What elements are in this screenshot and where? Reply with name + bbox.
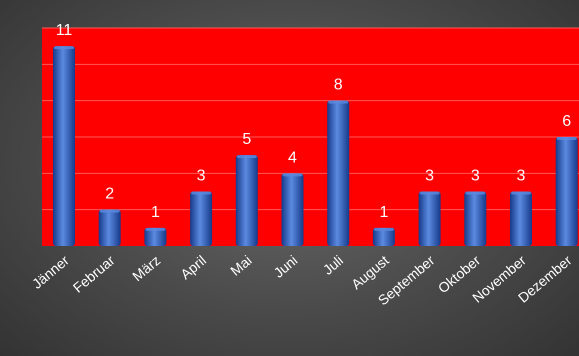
bar	[98, 209, 121, 246]
bar-cap	[99, 209, 120, 213]
bar-cap	[556, 137, 577, 140]
bar-cap	[54, 46, 74, 50]
bars-group	[53, 46, 578, 247]
bar-cap	[282, 173, 303, 177]
data-label: 3	[197, 168, 206, 185]
bar-cap	[236, 155, 257, 159]
bar-cap	[145, 227, 166, 231]
x-tick-label: März	[129, 252, 163, 284]
data-label: 3	[425, 168, 434, 185]
data-label: 3	[471, 168, 480, 185]
data-label: 11	[56, 22, 73, 39]
data-label: 8	[334, 77, 343, 94]
bar	[235, 155, 258, 246]
bar-cap	[328, 100, 349, 104]
bar	[555, 137, 578, 246]
bar	[510, 191, 532, 246]
bar-cap	[465, 191, 486, 195]
bar-cap	[191, 191, 212, 195]
x-tick-label: Februar	[70, 252, 118, 296]
data-labels-group: 11 2 1 3 5 4 8 1 3 3 3 6	[56, 22, 572, 221]
bar	[327, 100, 350, 247]
gridlines	[42, 27, 579, 211]
bar	[281, 173, 304, 246]
bar	[464, 191, 487, 246]
x-tick-label: Juli	[320, 252, 346, 278]
bar	[53, 46, 75, 246]
x-tick-label: Mai	[227, 252, 255, 279]
data-label: 1	[379, 204, 388, 221]
bar	[418, 191, 441, 246]
bar-cap	[373, 227, 394, 231]
bar-cap	[511, 191, 531, 195]
data-label: 2	[105, 186, 114, 203]
data-label: 5	[242, 131, 251, 148]
bar	[144, 227, 167, 246]
bar	[190, 191, 213, 246]
bar-cap	[419, 191, 440, 195]
x-tick-label: Juni	[270, 252, 300, 281]
data-label: 4	[288, 149, 297, 166]
data-label: 1	[151, 204, 160, 221]
x-tick-label: April	[177, 252, 209, 282]
bar	[372, 227, 395, 246]
x-tick-label: Jänner	[29, 252, 72, 292]
data-label: 6	[562, 113, 571, 130]
data-label: 3	[517, 168, 526, 185]
